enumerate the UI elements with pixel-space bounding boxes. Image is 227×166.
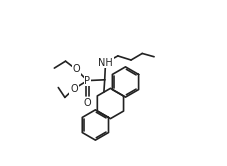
Text: NH: NH bbox=[98, 57, 113, 68]
Text: O: O bbox=[84, 98, 91, 108]
Text: O: O bbox=[70, 84, 78, 94]
Text: P: P bbox=[84, 76, 90, 86]
Text: O: O bbox=[72, 64, 80, 74]
